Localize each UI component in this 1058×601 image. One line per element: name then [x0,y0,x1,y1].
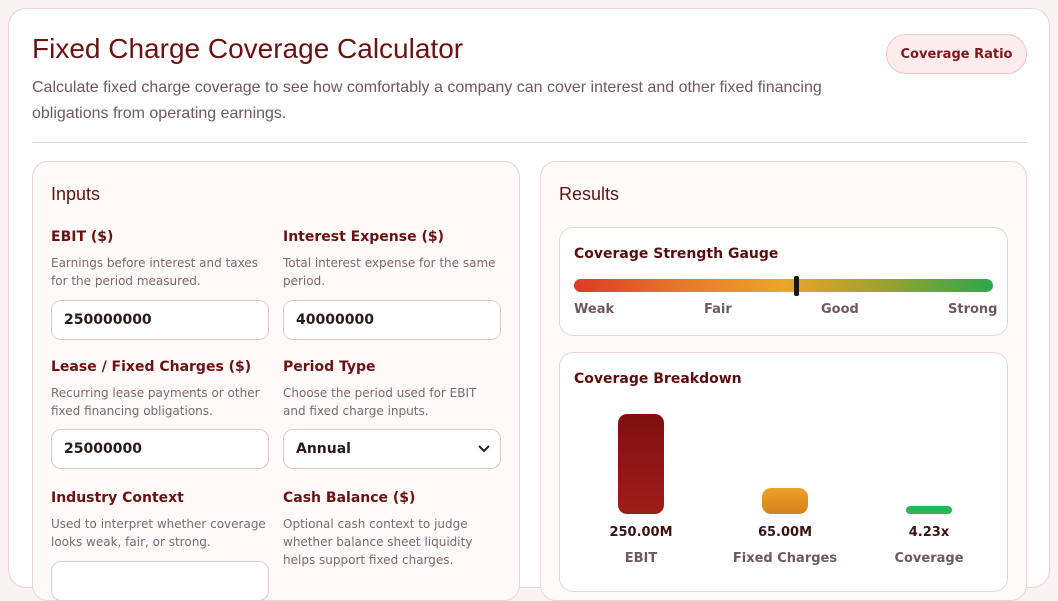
interest-expense-field: Interest Expense ($) Total interest expe… [283,229,501,340]
coverage-ratio-badge: Coverage Ratio [886,34,1027,74]
industry-context-label: Industry Context [51,490,184,506]
coverage-breakdown-card: Coverage Breakdown 250.00M 65.00M 4.23x … [559,352,1008,592]
industry-context-help: Used to interpret whether coverage looks… [51,517,266,549]
interest-expense-help: Total interest expense for the same peri… [283,256,496,288]
coverage-bar [906,506,952,514]
breakdown-title: Coverage Breakdown [574,371,742,387]
ebit-value: 250.00M [609,525,673,540]
industry-context-field: Industry Context Used to interpret wheth… [51,490,269,601]
ebit-bar-label: EBIT [624,551,658,566]
gauge-marker [794,276,800,296]
chevron-down-icon [478,443,490,456]
lease-fixed-charges-field: Lease / Fixed Charges ($) Recurring leas… [51,359,269,469]
gauge-bar [574,279,993,292]
coverage-value: 4.23x [908,525,950,540]
coverage-bar-label: Coverage [894,551,964,566]
fixed-charges-bar-label: Fixed Charges [732,551,838,566]
ebit-field: EBIT ($) Earnings before interest and ta… [51,229,269,340]
inputs-title: Inputs [51,184,101,204]
fixed-charges-value: 65.00M [757,525,813,540]
industry-context-select[interactable] [51,561,269,601]
ebit-help: Earnings before interest and taxes for t… [51,256,258,288]
cash-balance-help: Optional cash context to judge whether b… [283,517,473,567]
period-type-help: Choose the period used for EBIT and fixe… [283,386,477,418]
lease-fixed-charges-input[interactable]: 25000000 [51,429,269,469]
gauge-label-fair: Fair [704,302,732,317]
period-type-value: Annual [296,441,351,457]
results-panel: Results Coverage Strength Gauge Weak Fai… [540,161,1027,601]
gauge-label-weak: Weak [574,302,615,317]
calculator-card: Fixed Charge Coverage Calculator Calcula… [8,8,1050,601]
ebit-label: EBIT ($) [51,229,114,245]
lease-fixed-charges-help: Recurring lease payments or other fixed … [51,386,260,418]
page-title: Fixed Charge Coverage Calculator [32,33,464,64]
interest-expense-input[interactable]: 40000000 [283,300,501,340]
results-title: Results [559,184,620,204]
period-type-label: Period Type [283,359,376,375]
ebit-input[interactable]: 250000000 [51,300,269,340]
coverage-gauge-card: Coverage Strength Gauge Weak Fair Good S… [559,227,1008,336]
period-type-field: Period Type Choose the period used for E… [283,359,501,469]
cash-balance-field: Cash Balance ($) Optional cash context t… [283,490,501,569]
gauge-label-strong: Strong [948,302,998,317]
header-divider [32,142,1027,143]
fixed-charges-bar [762,488,808,514]
period-type-select[interactable]: Annual [283,429,501,469]
gauge-title: Coverage Strength Gauge [574,246,779,262]
interest-expense-label: Interest Expense ($) [283,229,444,245]
ebit-bar [618,414,664,514]
lease-fixed-charges-label: Lease / Fixed Charges ($) [51,359,252,375]
inputs-panel: Inputs EBIT ($) Earnings before interest… [32,161,520,601]
gauge-label-good: Good [821,302,859,317]
page-subtitle: Calculate fixed charge coverage to see h… [32,79,822,122]
cash-balance-label: Cash Balance ($) [283,490,416,506]
